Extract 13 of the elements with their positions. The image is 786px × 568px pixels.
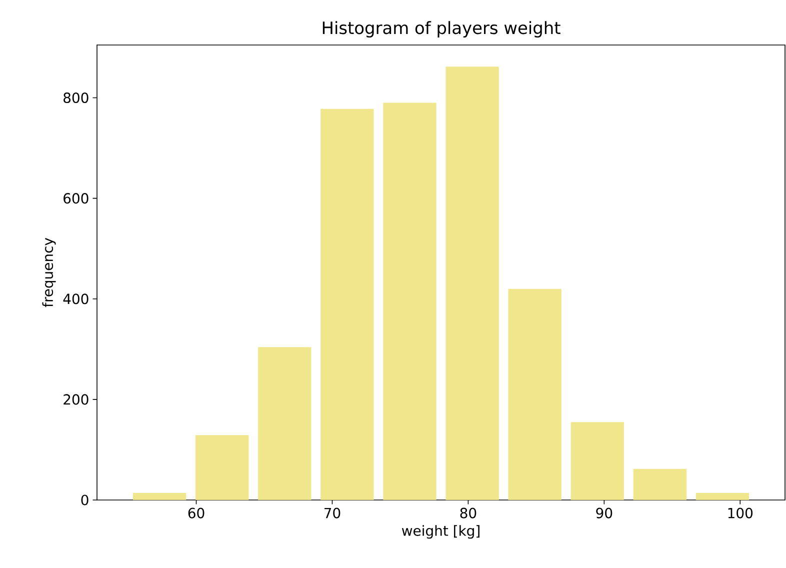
- x-tick-label: 80: [460, 508, 476, 518]
- y-tick-label: 0: [81, 494, 88, 506]
- chart-title: Histogram of players weight: [322, 21, 560, 38]
- y-tick-label: 800: [64, 92, 88, 104]
- x-tick-label: 100: [728, 508, 753, 518]
- y-tick-label: 600: [64, 193, 88, 204]
- x-axis-title: weight [kg]: [402, 525, 480, 539]
- x-tick-label: 70: [324, 508, 340, 518]
- x-tick-label: 90: [596, 508, 612, 518]
- y-axis-title: frequency: [42, 238, 56, 308]
- x-tick-label: 60: [188, 508, 204, 518]
- y-tick-label: 400: [63, 294, 88, 304]
- y-tick-label: 200: [64, 394, 88, 405]
